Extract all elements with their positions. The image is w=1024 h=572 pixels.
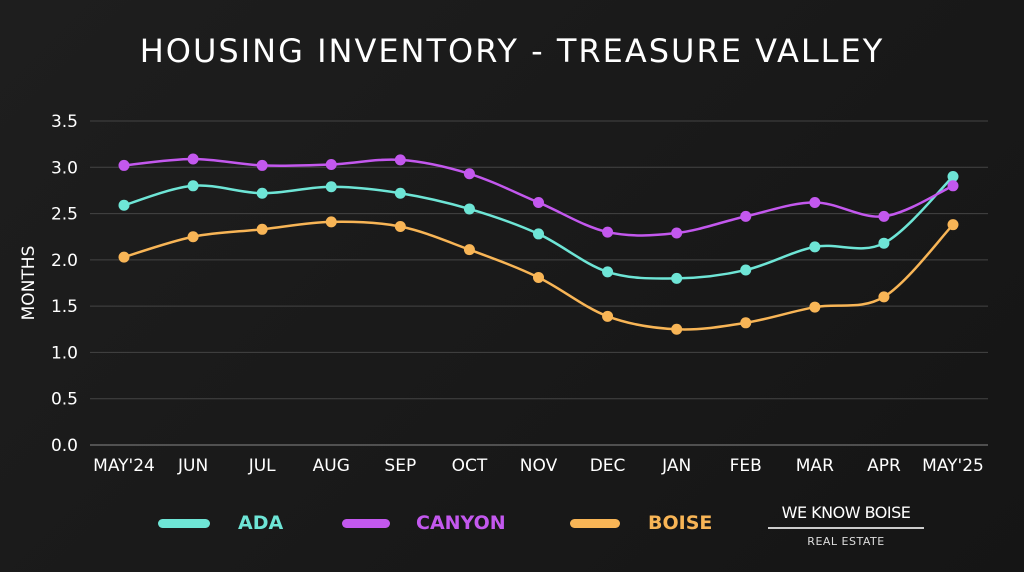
y-tick-label: 1.5 <box>51 297 78 317</box>
logo-text: WE KNOW BOISE <box>768 503 924 529</box>
x-tick-label: SEP <box>384 456 416 476</box>
data-point-canyon <box>809 196 821 208</box>
data-point-ada <box>947 171 959 183</box>
data-point-ada <box>671 272 683 284</box>
data-point-canyon <box>394 154 406 166</box>
legend-swatch <box>342 518 390 528</box>
data-point-ada <box>118 199 130 211</box>
data-point-ada <box>325 181 337 193</box>
data-point-ada <box>878 237 890 249</box>
data-point-ada <box>809 241 821 253</box>
legend-swatch <box>158 518 210 528</box>
legend-label: BOISE <box>648 512 713 534</box>
y-tick-label: 3.5 <box>51 112 78 132</box>
data-point-boise <box>394 221 406 233</box>
data-point-boise <box>256 223 268 235</box>
legend-label: ADA <box>238 512 284 534</box>
data-point-boise <box>325 216 337 228</box>
data-point-canyon <box>602 226 614 238</box>
y-tick-label: 0.5 <box>51 390 78 410</box>
data-point-boise <box>947 219 959 231</box>
data-point-boise <box>463 244 475 256</box>
data-point-boise <box>809 301 821 313</box>
x-tick-label: JUN <box>177 456 208 476</box>
data-point-canyon <box>256 159 268 171</box>
data-point-ada <box>533 228 544 240</box>
legend-item-canyon: CANYON <box>342 512 506 534</box>
data-point-canyon <box>118 159 130 171</box>
data-point-ada <box>394 187 406 199</box>
data-point-boise <box>740 317 752 329</box>
data-point-canyon <box>463 168 475 180</box>
legend-label: CANYON <box>416 512 506 534</box>
x-tick-label: OCT <box>452 456 488 476</box>
series-line-ada <box>123 175 954 280</box>
x-tick-label: AUG <box>313 456 350 476</box>
data-point-ada <box>256 187 268 199</box>
x-tick-label: FEB <box>730 456 762 476</box>
y-tick-label: 3.0 <box>51 158 78 178</box>
x-tick-label: APR <box>867 456 901 476</box>
data-point-canyon <box>187 153 199 165</box>
data-point-canyon <box>878 210 890 222</box>
x-tick-label: JAN <box>661 456 691 476</box>
y-tick-label: 2.5 <box>51 205 78 225</box>
x-tick-label: NOV <box>520 456 558 476</box>
data-point-canyon <box>533 196 544 208</box>
x-tick-label: MAY'25 <box>922 456 984 476</box>
data-point-boise <box>118 251 130 263</box>
data-point-ada <box>740 264 752 276</box>
x-tick-label: MAR <box>796 456 834 476</box>
data-point-ada <box>187 180 199 192</box>
y-tick-label: 2.0 <box>51 251 78 271</box>
data-point-canyon <box>740 210 752 222</box>
y-axis-label: MONTHS <box>19 246 39 321</box>
x-tick-label: JUL <box>248 456 276 476</box>
legend-item-boise: BOISE <box>570 512 712 534</box>
data-point-boise <box>878 291 890 303</box>
data-point-canyon <box>325 159 337 171</box>
data-point-ada <box>463 203 475 215</box>
data-point-boise <box>602 310 614 322</box>
legend-swatch <box>570 518 620 528</box>
data-point-boise <box>671 323 683 335</box>
y-tick-label: 1.0 <box>51 343 78 363</box>
x-tick-label: MAY'24 <box>93 456 155 476</box>
x-tick-label: DEC <box>590 456 626 476</box>
line-chart: 0.0 0.5 1.0 1.5 2.0 2.5 3.0 3.5 MAY'24 JUN JUL AUG S… <box>19 112 988 476</box>
data-point-ada <box>602 266 614 278</box>
data-point-canyon <box>947 180 959 192</box>
data-point-boise <box>187 231 199 243</box>
logo: WE KNOW BOISE REAL ESTATE <box>768 503 924 548</box>
legend-item-ada: ADA <box>158 512 283 534</box>
y-tick-label: 0.0 <box>51 436 78 456</box>
data-point-canyon <box>671 227 683 239</box>
logo-subtext: REAL ESTATE <box>807 535 885 548</box>
data-point-boise <box>533 271 544 283</box>
chart-title: HOUSING INVENTORY - TREASURE VALLEY <box>139 32 885 70</box>
